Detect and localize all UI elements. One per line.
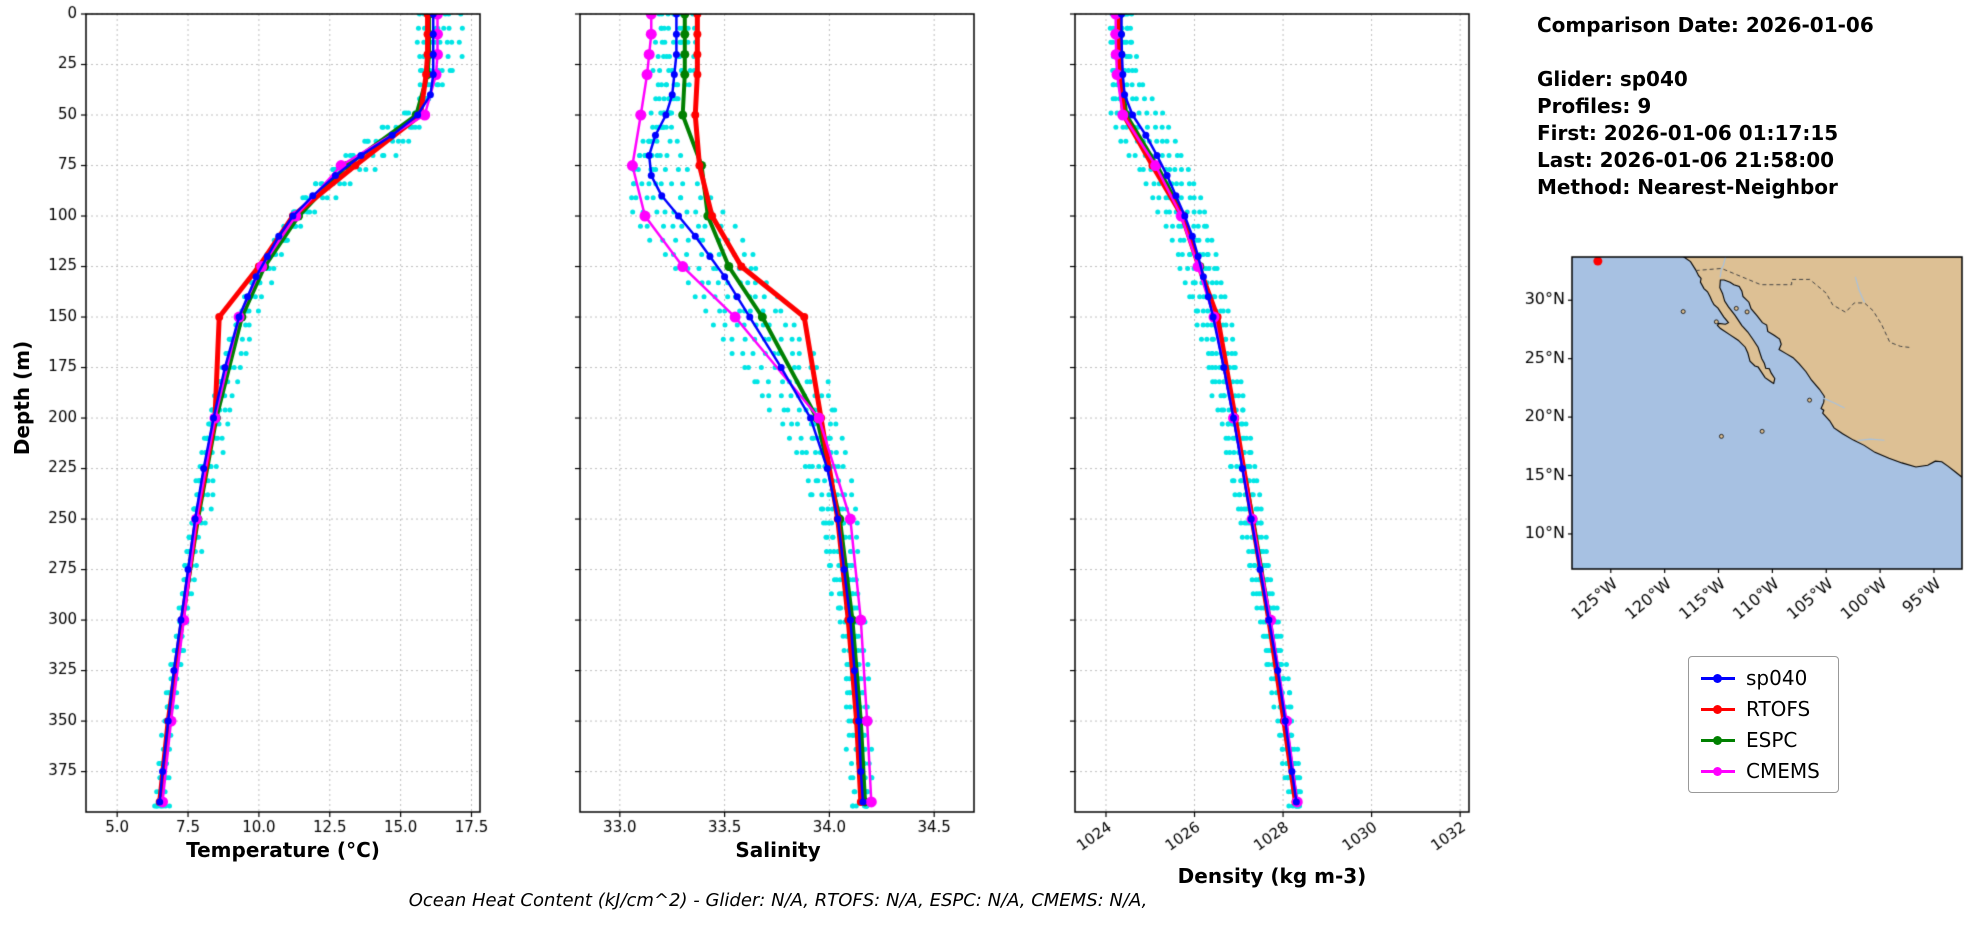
legend-label-ESPC: ESPC [1746,728,1798,752]
temperature-axis-label: Temperature (°C) [186,838,380,862]
legend-marker-RTOFS [1701,704,1735,715]
density-profile-panel [1055,0,1518,890]
glider-line: Glider: sp040 [1537,67,1688,91]
last-profile-line: Last: 2026-01-06 21:58:00 [1537,148,1835,172]
legend: sp040 RTOFS ESPC CMEMS [1688,656,1839,793]
depth-axis-label: Depth (m) [10,340,34,456]
legend-item-RTOFS: RTOFS [1701,697,1820,721]
legend-marker-sp040 [1701,673,1735,684]
legend-item-CMEMS: CMEMS [1701,759,1820,783]
legend-dot-icon [1713,704,1722,714]
profiles-line: Profiles: 9 [1537,94,1652,118]
legend-label-sp040: sp040 [1746,666,1808,690]
salinity-profile-panel [560,0,1020,890]
legend-label-CMEMS: CMEMS [1746,759,1820,783]
legend-marker-ESPC [1701,735,1735,746]
location-map [1500,243,1978,643]
legend-label-RTOFS: RTOFS [1746,697,1811,721]
density-axis-label: Density (kg m-3) [1177,864,1367,888]
info-spacer [1537,39,1874,66]
legend-item-ESPC: ESPC [1701,728,1820,752]
legend-item-sp040: sp040 [1701,666,1820,690]
legend-marker-CMEMS [1701,766,1735,777]
comparison-date-line: Comparison Date: 2026-01-06 [1537,13,1874,37]
method-line: Method: Nearest-Neighbor [1537,175,1838,199]
legend-dot-icon [1713,673,1722,683]
legend-dot-icon [1713,766,1722,776]
first-profile-line: First: 2026-01-06 01:17:15 [1537,121,1839,145]
salinity-axis-label: Salinity [735,838,821,862]
ohc-caption: Ocean Heat Content (kJ/cm^2) - Glider: N… [408,890,1148,911]
legend-dot-icon [1713,735,1722,745]
temperature-profile-panel [20,0,500,890]
comparison-info-block: Comparison Date: 2026-01-06 Glider: sp04… [1537,12,1874,201]
